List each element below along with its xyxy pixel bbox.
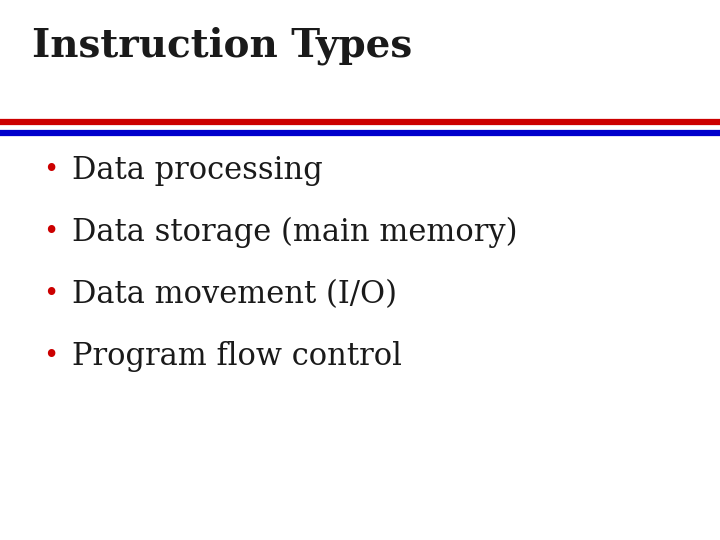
Text: •: •	[42, 219, 58, 245]
Text: Data movement (I/O): Data movement (I/O)	[72, 279, 397, 310]
Text: Instruction Types: Instruction Types	[32, 26, 413, 65]
Text: Data processing: Data processing	[72, 154, 323, 186]
Text: Data storage (main memory): Data storage (main memory)	[72, 217, 518, 248]
Text: •: •	[42, 343, 58, 369]
Text: •: •	[42, 281, 58, 307]
Text: •: •	[42, 157, 58, 183]
Text: Program flow control: Program flow control	[72, 341, 402, 372]
